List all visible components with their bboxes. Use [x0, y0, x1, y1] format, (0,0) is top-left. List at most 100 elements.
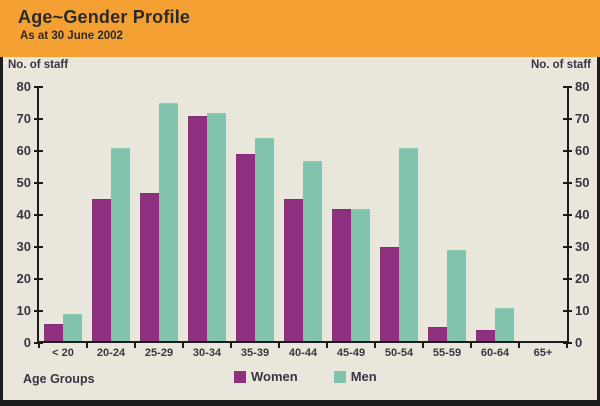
y-tick-right-50	[563, 182, 572, 184]
bar-groups	[39, 87, 567, 341]
y-tick-label-left-50: 50	[16, 175, 31, 190]
x-tick-label-6064: 60-64	[480, 347, 510, 359]
y-tick-label-left-0: 0	[23, 335, 31, 350]
bar-women-5054	[380, 247, 399, 341]
x-tick-label-3034: 30-34	[192, 347, 222, 359]
x-tick-label-4044: 40-44	[288, 347, 318, 359]
y-tick-left-20	[34, 278, 43, 280]
y-tick-label-left-60: 60	[16, 143, 31, 158]
bar-men-3034	[207, 113, 226, 341]
x-tick-label-5559: 55-59	[432, 347, 462, 359]
legend: Women Men	[234, 369, 377, 384]
bar-men-4044	[303, 161, 322, 341]
bar-men-5054	[399, 148, 418, 341]
x-tick-10	[518, 341, 520, 348]
x-tick-5	[278, 341, 280, 348]
y-tick-right-40	[563, 214, 572, 216]
y-tick-left-30	[34, 246, 43, 248]
bar-women-20	[44, 324, 63, 341]
y-tick-label-left-30: 30	[16, 239, 31, 254]
y-tick-label-right-10: 10	[575, 303, 590, 318]
x-tick-11	[566, 341, 568, 348]
bar-men-20	[63, 314, 82, 341]
bar-group-3539	[231, 138, 279, 341]
legend-label-men: Men	[350, 369, 377, 384]
legend-swatch-women	[234, 370, 246, 383]
x-tick-0	[38, 341, 40, 348]
x-axis-title: Age Groups	[23, 372, 95, 386]
bar-group-4044	[279, 161, 327, 341]
x-tick-4	[230, 341, 232, 348]
x-tick-label-2024: 20-24	[96, 347, 126, 359]
y-tick-label-left-80: 80	[16, 79, 31, 94]
bar-women-4549	[332, 209, 351, 341]
legend-label-women: Women	[251, 369, 298, 384]
y-tick-right-60	[563, 150, 572, 152]
y-tick-label-right-50: 50	[575, 175, 590, 190]
x-tick-8	[422, 341, 424, 348]
bar-women-4044	[284, 199, 303, 341]
bar-group-20	[39, 314, 87, 341]
y-tick-label-right-0: 0	[575, 335, 583, 350]
y-tick-right-10	[563, 310, 572, 312]
bar-men-2529	[159, 103, 178, 341]
y-tick-right-70	[563, 118, 572, 120]
y-tick-label-right-40: 40	[575, 207, 590, 222]
bar-men-3539	[255, 138, 274, 341]
chart-header: Age~Gender Profile As at 30 June 2002	[0, 0, 600, 57]
x-tick-label-4549: 45-49	[336, 347, 366, 359]
y-tick-right-20	[563, 278, 572, 280]
bar-men-6064	[495, 308, 514, 341]
x-tick-label-3539: 35-39	[240, 347, 270, 359]
bar-group-5054	[375, 148, 423, 341]
y-tick-left-60	[34, 150, 43, 152]
bar-men-4549	[351, 209, 370, 341]
left-axis-title: No. of staff	[8, 59, 69, 71]
bar-group-2024	[87, 148, 135, 341]
page-title: Age~Gender Profile	[18, 7, 191, 27]
x-tick-9	[470, 341, 472, 348]
bar-men-5559	[447, 250, 466, 341]
bar-men-2024	[111, 148, 130, 341]
page-subtitle: As at 30 June 2002	[20, 30, 123, 42]
bar-group-4549	[327, 209, 375, 341]
bar-group-2529	[135, 103, 183, 341]
y-tick-label-right-20: 20	[575, 271, 590, 286]
legend-item-women: Women	[234, 369, 298, 384]
y-tick-left-50	[34, 182, 43, 184]
bar-women-3539	[236, 154, 255, 341]
x-tick-7	[374, 341, 376, 348]
bar-women-5559	[428, 327, 447, 341]
bar-women-2024	[92, 199, 111, 341]
x-tick-6	[326, 341, 328, 348]
y-tick-left-40	[34, 214, 43, 216]
bar-group-6064	[471, 308, 519, 341]
y-tick-right-80	[563, 86, 572, 88]
bar-women-6064	[476, 330, 495, 341]
x-tick-2	[134, 341, 136, 348]
y-tick-label-right-30: 30	[575, 239, 590, 254]
y-tick-left-70	[34, 118, 43, 120]
y-tick-label-right-70: 70	[575, 111, 590, 126]
chart-panel: No. of staff No. of staff 0 0 10 10 20 20 30 30…	[0, 57, 600, 406]
y-tick-label-left-20: 20	[16, 271, 31, 286]
y-tick-label-left-40: 40	[16, 207, 31, 222]
plot-area: 0 0 10 10 20 20 30 30 40 40 50 50 60 60 70 70 80 80 < 20 20…	[17, 79, 590, 359]
y-tick-label-right-60: 60	[575, 143, 590, 158]
y-tick-label-left-10: 10	[16, 303, 31, 318]
x-tick-label-5054: 50-54	[384, 347, 414, 359]
bar-women-2529	[140, 193, 159, 341]
x-tick-label-65+: 65+	[533, 347, 553, 359]
y-tick-label-left-70: 70	[16, 111, 31, 126]
bar-group-3034	[183, 113, 231, 341]
y-tick-left-10	[34, 310, 43, 312]
y-tick-label-right-80: 80	[575, 79, 590, 94]
y-tick-left-80	[34, 86, 43, 88]
right-axis-title: No. of staff	[530, 59, 591, 71]
x-tick-1	[86, 341, 88, 348]
bar-women-3034	[188, 116, 207, 341]
x-tick-3	[182, 341, 184, 348]
x-tick-label-20: < 20	[52, 347, 74, 359]
legend-swatch-men	[333, 370, 346, 383]
